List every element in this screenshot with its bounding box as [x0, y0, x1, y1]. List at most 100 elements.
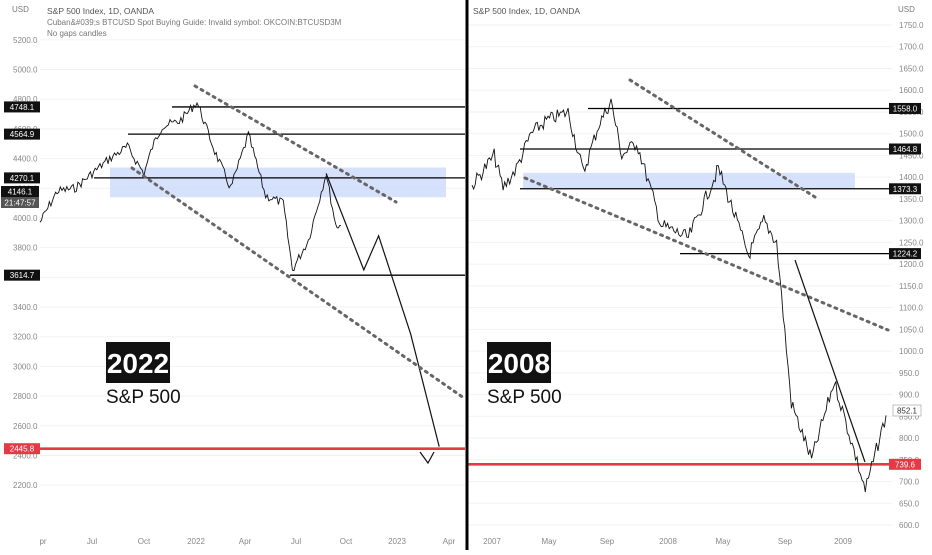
right-last-price-text: 852.1 [897, 407, 918, 416]
level-badge [889, 458, 921, 470]
y-tick-label: 1150.0 [899, 282, 923, 291]
projection-path [325, 173, 440, 447]
level-badge [889, 102, 921, 114]
y-tick-label: 3400.0 [13, 303, 38, 312]
level-badge-text: 2445.8 [10, 445, 35, 454]
x-tick-label: May [541, 537, 556, 546]
x-tick-label: 2023 [388, 537, 406, 546]
level-badge-text: 4748.1 [10, 103, 35, 112]
y-tick-label: 1700.0 [899, 43, 924, 52]
level-badge [4, 101, 40, 113]
right-grid [468, 24, 892, 526]
resistance-zone [523, 172, 855, 189]
y-tick-label: 5000.0 [13, 66, 38, 75]
y-tick-label: 1600.0 [899, 86, 924, 95]
downtrend-resistance-line [628, 78, 817, 199]
left-time-badge [1, 197, 39, 208]
right-last-price-badge [892, 404, 922, 417]
y-tick-label: 850.0 [899, 412, 920, 421]
right-chart: 1750.01700.01650.01600.01550.01500.01450… [468, 21, 924, 546]
level-badge-text: 3614.7 [10, 271, 35, 280]
y-tick-label: 2600.0 [13, 422, 38, 431]
left-header-sub2: No gaps candles [47, 29, 107, 38]
x-tick-label: Oct [340, 537, 353, 546]
right-header-title: S&P 500 Index, 1D, OANDA [473, 6, 580, 16]
right-year-badge [487, 342, 551, 383]
y-tick-label: 600.0 [899, 521, 920, 530]
y-tick-label: 700.0 [899, 478, 920, 487]
projection-path [794, 259, 866, 463]
level-badge-text: 1464.8 [893, 145, 918, 154]
right-sp-label: S&P 500 [487, 387, 562, 408]
y-tick-label: 1650.0 [899, 64, 924, 73]
y-tick-label: 650.0 [899, 499, 920, 508]
x-tick-label: 2008 [659, 537, 677, 546]
x-tick-label: Jul [291, 537, 301, 546]
level-badge-text: 4270.1 [10, 174, 35, 183]
level-badge-text: 1224.2 [893, 250, 918, 259]
price-series-line [39, 101, 341, 272]
level-badge-text: 1373.3 [893, 185, 918, 194]
price-series-line [471, 98, 887, 493]
y-tick-label: 1100.0 [899, 304, 923, 313]
left-grid [40, 39, 465, 486]
x-tick-label: Apr [239, 537, 252, 546]
left-time-badge-text: 21:47:57 [4, 199, 36, 208]
downtrend-support-line [523, 176, 890, 332]
level-badge [889, 183, 921, 195]
left-year-label: 2022 [107, 348, 169, 379]
y-tick-label: 3800.0 [13, 244, 38, 253]
y-tick-label: 1450.0 [899, 151, 924, 160]
level-badge [4, 128, 40, 140]
x-tick-label: May [715, 537, 730, 546]
y-tick-label: 4400.0 [13, 155, 38, 164]
y-tick-label: 3000.0 [13, 362, 38, 371]
y-tick-label: 1350.0 [899, 195, 924, 204]
y-tick-label: 4000.0 [13, 214, 38, 223]
level-badge [4, 443, 40, 455]
right-year-label: 2008 [488, 348, 550, 379]
left-sp-label: S&P 500 [106, 387, 181, 408]
x-tick-label: 2022 [187, 537, 205, 546]
y-tick-label: 4800.0 [13, 95, 38, 104]
x-tick-label: 2009 [834, 537, 852, 546]
y-tick-label: 950.0 [899, 369, 920, 378]
resistance-zone [110, 167, 446, 198]
y-tick-label: 3200.0 [13, 333, 38, 342]
y-tick-label: 5200.0 [13, 36, 38, 45]
downtrend-support-line [130, 166, 466, 400]
y-tick-label: 2400.0 [13, 451, 38, 460]
x-tick-label: Jul [87, 537, 97, 546]
level-badge [889, 143, 921, 155]
left-header-sub1: Cuban&#039;s BTCUSD Spot Buying Guide: I… [47, 18, 342, 27]
y-tick-label: 1050.0 [899, 325, 924, 334]
level-badge [889, 248, 921, 260]
left-year-badge [106, 342, 170, 383]
y-tick-label: 1250.0 [899, 238, 924, 247]
x-tick-label: Sep [600, 537, 615, 546]
y-tick-label: 1400.0 [899, 173, 924, 182]
y-tick-label: 800.0 [899, 434, 920, 443]
level-badge-text: 4564.9 [10, 130, 35, 139]
y-tick-label: 1500.0 [899, 130, 924, 139]
level-badge [4, 172, 40, 184]
left-header-title: S&P 500 Index, 1D, OANDA [47, 6, 154, 16]
y-tick-label: 1000.0 [899, 347, 924, 356]
y-tick-label: 2800.0 [13, 392, 38, 401]
y-tick-label: 1300.0 [899, 217, 924, 226]
left-price-badge-text: 4146.1 [8, 188, 33, 197]
level-badge-text: 1558.0 [893, 104, 918, 113]
left-currency: USD [12, 5, 29, 14]
x-tick-label: pr [39, 537, 46, 546]
x-tick-label: Apr [443, 537, 456, 546]
y-tick-label: 1200.0 [899, 260, 924, 269]
level-badge [4, 269, 40, 281]
y-tick-label: 2200.0 [13, 481, 38, 490]
projection-arrowhead [419, 451, 435, 465]
y-tick-label: 900.0 [899, 391, 920, 400]
level-badge-text: 739.6 [895, 460, 916, 469]
right-currency: USD [898, 5, 915, 14]
y-tick-label: 1750.0 [899, 21, 924, 30]
